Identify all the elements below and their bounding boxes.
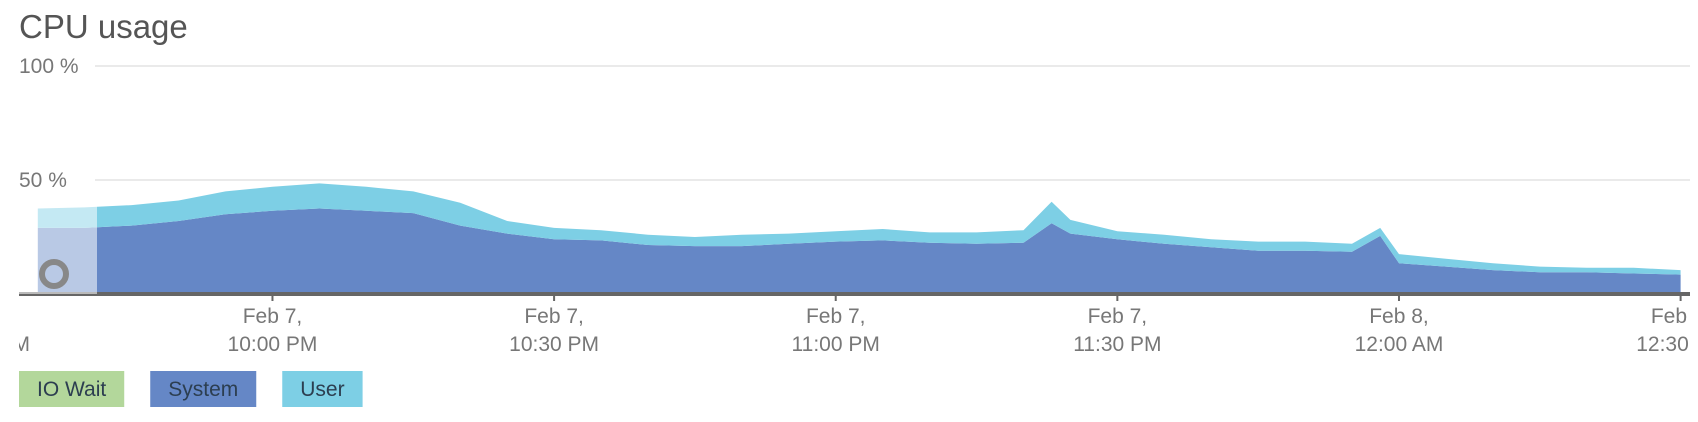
x-tick-label: 11:30 PM (1073, 333, 1161, 356)
legend-item[interactable]: User (282, 371, 363, 407)
x-tick-label: Feb 7, (243, 305, 303, 328)
x-tick-label: 10:00 PM (228, 333, 318, 356)
legend-label[interactable]: System (168, 378, 238, 401)
x-tick-label: Feb 7, (0, 305, 21, 328)
legend-swatch[interactable] (150, 371, 257, 407)
chart-title: CPU usage (19, 8, 188, 45)
x-tick-label: Feb 8, (1369, 305, 1429, 328)
legend-label[interactable]: IO Wait (37, 378, 106, 401)
legend-swatch[interactable] (282, 371, 363, 407)
range-overlay (19, 200, 97, 294)
x-tick-label: 11:00 PM (792, 333, 880, 356)
legend-item[interactable]: System (150, 371, 257, 407)
legend-swatch[interactable] (19, 371, 125, 407)
x-tick-label: 9:30 PM (0, 333, 30, 356)
areas (19, 183, 1690, 296)
x-tick-label: Feb 8, (1651, 305, 1698, 328)
x-tick-label: Feb 7, (1088, 305, 1148, 328)
y-tick-label: 100 % (19, 55, 79, 78)
area (37, 208, 1681, 294)
x-axis: Feb 7, 9:30 PM Feb 7, 10:00 PM Feb 7, 10:30 P… (0, 294, 1698, 356)
x-tick-label: Feb 7, (524, 305, 584, 328)
x-tick-label: 12:00 AM (1355, 333, 1444, 356)
grid: 50 % 100 % (19, 55, 1690, 192)
legend-label[interactable]: User (300, 378, 344, 401)
legend-item[interactable]: IO Wait (19, 371, 125, 407)
area (37, 183, 1681, 275)
y-tick-label: 50 % (19, 169, 67, 192)
x-tick-label: Feb 7, (806, 305, 866, 328)
range-handle[interactable] (39, 259, 69, 289)
legend: IO Wait System User (19, 371, 363, 407)
x-tick-label: 10:30 PM (509, 333, 599, 356)
x-tick-label: 12:30 AM (1636, 333, 1698, 356)
